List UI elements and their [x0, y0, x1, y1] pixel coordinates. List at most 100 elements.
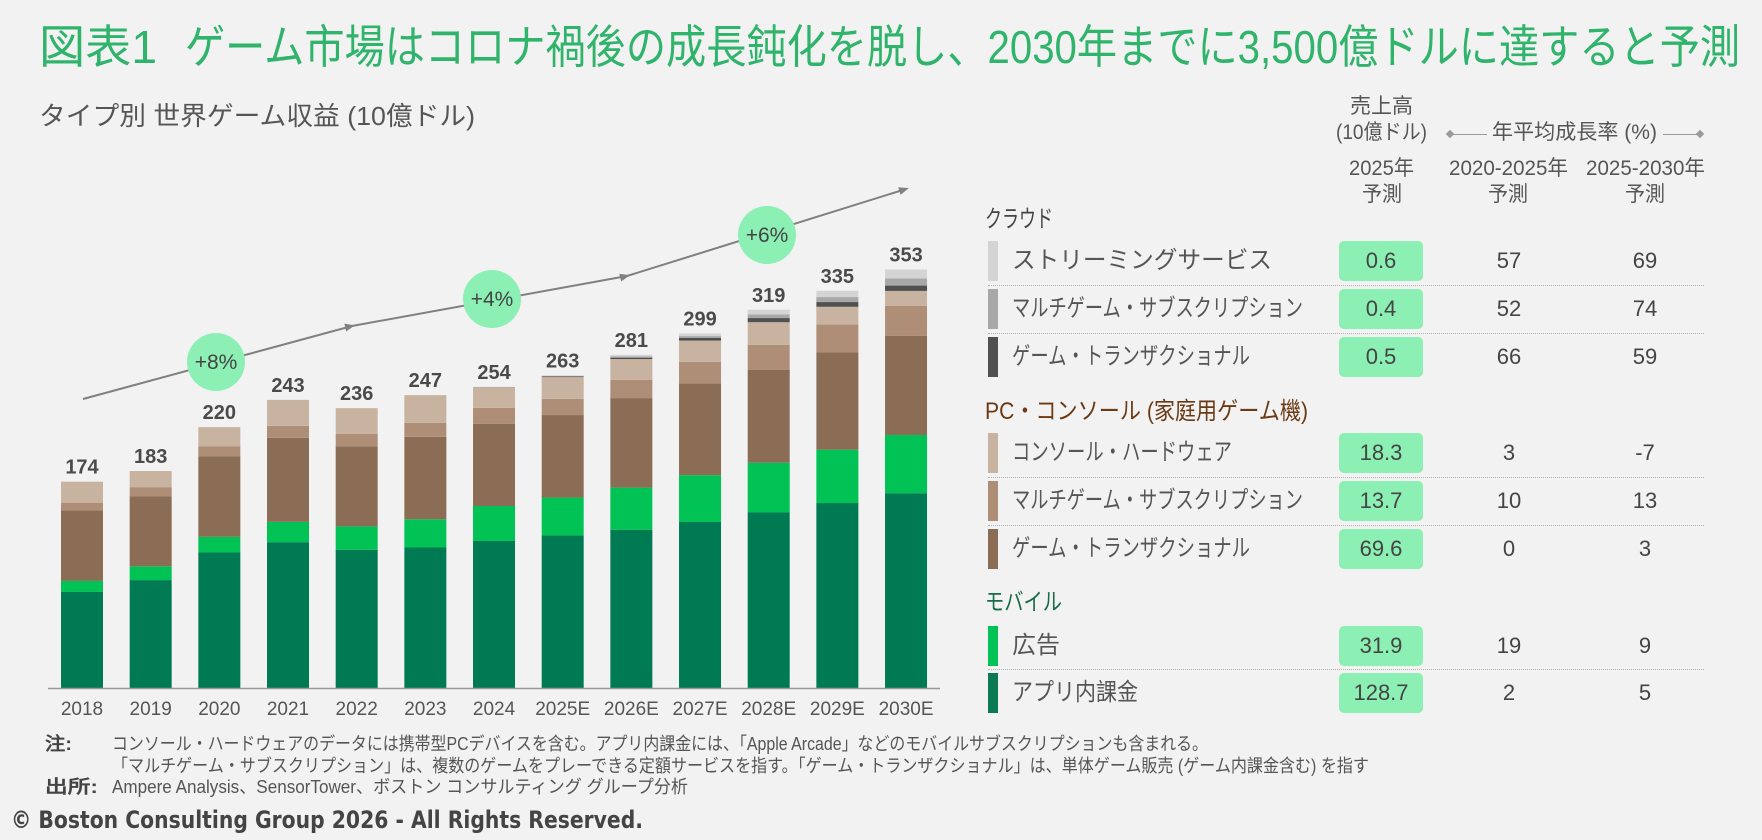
bar-segment-mobile-in-app-purchase — [816, 503, 859, 688]
bar-segment-console-hardware — [198, 427, 241, 447]
bar-segment-pc-multigame-subscription — [541, 398, 584, 416]
column-header-revenue-2025: 2025年 — [1349, 157, 1415, 180]
cagr-2020-2025-value: 0 — [1502, 536, 1516, 561]
row-divider — [988, 525, 1704, 526]
cagr-2020-2025-value: 10 — [1496, 488, 1522, 513]
bar-segment-pc-game-transactional — [885, 335, 928, 435]
table-row-pc-multigame-subscription: マルチゲーム・サブスクリプション 13.7 10 13 — [0, 481, 1762, 521]
row-label: マルチゲーム・サブスクリプション — [1012, 295, 1303, 322]
cagr-2020-2025-value: 66 — [1496, 344, 1522, 369]
cagr-2025-2030-value: 74 — [1632, 296, 1658, 321]
bar-total-label: 247 — [409, 370, 442, 392]
bar-segment-cloud-game-transactional — [610, 357, 653, 360]
row-divider — [988, 333, 1704, 334]
cagr-2025-2030-value: 59 — [1632, 344, 1658, 369]
bar-segment-console-hardware — [335, 408, 378, 435]
column-header-cagr-2020-2025-forecast: 予測 — [1488, 183, 1529, 206]
legend-swatch — [988, 626, 998, 666]
bar-segment-mobile-in-app-purchase — [610, 529, 653, 688]
bar-segment-mobile-in-app-purchase — [267, 542, 310, 688]
bar-segment-mobile-in-app-purchase — [747, 512, 790, 688]
bar-segment-mobile-ads — [610, 487, 653, 530]
bar-segment-pc-multigame-subscription — [61, 502, 103, 511]
bar-segment-pc-multigame-subscription — [129, 487, 172, 497]
x-axis-tick-label: 2023 — [404, 699, 446, 720]
cagr-2025-2030-value: 5 — [1638, 680, 1652, 705]
bar-total-label: 281 — [615, 330, 648, 352]
bar-segment-mobile-in-app-purchase — [335, 549, 378, 688]
x-axis-tick-label: 2024 — [473, 699, 516, 720]
bar-segment-mobile-ads — [747, 462, 790, 513]
bar-segment-pc-game-transactional — [129, 496, 172, 567]
note-label: 注: — [45, 734, 72, 754]
source-text: Ampere Analysis、SensorTower、ボストン コンサルティン… — [112, 777, 688, 797]
bar-segment-mobile-ads — [885, 434, 928, 494]
cagr-bracket-line-right — [1663, 134, 1700, 135]
revenue-2025-value: 128.7 — [1339, 673, 1423, 713]
row-divider — [988, 477, 1704, 478]
bar-total-label: 263 — [546, 350, 579, 372]
column-header-cagr-2025-2030-forecast: 予測 — [1625, 183, 1666, 206]
legend-swatch — [988, 241, 998, 281]
cagr-2020-2025-value: 52 — [1496, 296, 1522, 321]
bar-segment-pc-game-transactional — [198, 456, 241, 537]
cagr-2025-2030-value: 13 — [1632, 488, 1658, 513]
revenue-2025-value: 69.6 — [1339, 529, 1423, 569]
cagr-2025-2030-value: -7 — [1635, 440, 1655, 465]
legend-swatch — [988, 433, 998, 473]
bar-total-label: 183 — [134, 446, 167, 468]
row-label: アプリ内課金 — [1012, 679, 1138, 706]
table-row-cloud-streaming: ストリーミングサービス 0.6 57 69 — [0, 241, 1762, 281]
x-axis-tick-label: 2030E — [879, 699, 934, 720]
table-row-mobile-ads: 広告 31.9 19 9 — [0, 626, 1762, 666]
column-header-cagr-2025-2030: 2025-2030年 — [1586, 157, 1705, 180]
bar-segment-pc-game-transactional — [816, 352, 859, 450]
bar-segment-pc-multigame-subscription — [198, 446, 241, 457]
cagr-bubble — [187, 333, 245, 391]
x-axis-tick-label: 2019 — [130, 699, 172, 720]
note-line-2: 「マルチゲーム・サブスクリプション」は、複数のゲームをプレーできる定額サービスを… — [112, 756, 1369, 776]
bar-segment-pc-game-transactional — [610, 398, 653, 488]
bar-segment-console-hardware — [679, 340, 722, 362]
figure-label: 図表1 — [39, 21, 158, 73]
cagr-2020-2025-value: 19 — [1496, 633, 1522, 658]
bar-segment-mobile-ads — [541, 497, 584, 536]
revenue-2025-value: 18.3 — [1339, 433, 1423, 473]
revenue-2025-value: 0.4 — [1339, 289, 1423, 329]
revenue-2025-value: 31.9 — [1339, 626, 1423, 666]
bar-total-label: 220 — [203, 402, 236, 424]
bar-segment-mobile-ads — [473, 505, 516, 541]
legend-swatch — [988, 289, 998, 329]
bar-total-label: 254 — [477, 362, 511, 384]
table-row-cloud-game-transactional: ゲーム・トランザクショナル 0.5 66 59 — [0, 337, 1762, 377]
revenue-2025-value: 0.6 — [1339, 241, 1423, 281]
cagr-bubble-label: +6% — [746, 224, 789, 247]
revenue-2025-value: 0.5 — [1339, 337, 1423, 377]
bar-segment-mobile-in-app-purchase — [404, 547, 447, 688]
cagr-bubble — [738, 206, 796, 264]
note-line-1: コンソール・ハードウェアのデータには携帯型PCデバイスを含む。アプリ内課金には、… — [112, 734, 1208, 754]
x-axis-tick-label: 2027E — [673, 699, 728, 720]
row-label: ゲーム・トランザクショナル — [1012, 343, 1251, 370]
bar-segment-mobile-ads — [129, 566, 172, 581]
table-row-cloud-multigame-subscription: マルチゲーム・サブスクリプション 0.4 52 74 — [0, 289, 1762, 329]
revenue-header-unit: (10億ドル) — [1336, 121, 1427, 144]
page-title: ゲーム市場はコロナ禍後の成長鈍化を脱し、2030年までに3,500億ドルに達する… — [185, 21, 1741, 73]
bar-segment-mobile-in-app-purchase — [679, 522, 722, 688]
bar-segment-mobile-ads — [267, 521, 310, 543]
bar-segment-pc-game-transactional — [473, 423, 516, 506]
diamond-icon — [1695, 129, 1705, 139]
cagr-bracket-line-left — [1450, 134, 1487, 135]
bar-segment-pc-multigame-subscription — [267, 425, 310, 438]
stacked-bar-chart: 174 2018 183 2019 220 2020 243 2021 236 2022 247 20… — [48, 187, 940, 720]
bar-segment-pc-game-transactional — [267, 437, 310, 522]
bar-segment-cloud-streaming — [610, 354, 653, 357]
cagr-header-label: 年平均成長率 (%) — [1492, 121, 1657, 144]
table-row-console-hardware: コンソール・ハードウェア 18.3 3 -7 — [0, 433, 1762, 473]
row-label: 広告 — [1012, 632, 1060, 659]
bar-segment-cloud-game-transactional — [679, 337, 722, 341]
bar-segment-console-hardware — [129, 471, 172, 488]
bar-segment-pc-game-transactional — [541, 415, 584, 498]
bar-segment-mobile-in-app-purchase — [129, 580, 172, 688]
bar-segment-mobile-in-app-purchase — [885, 493, 928, 688]
